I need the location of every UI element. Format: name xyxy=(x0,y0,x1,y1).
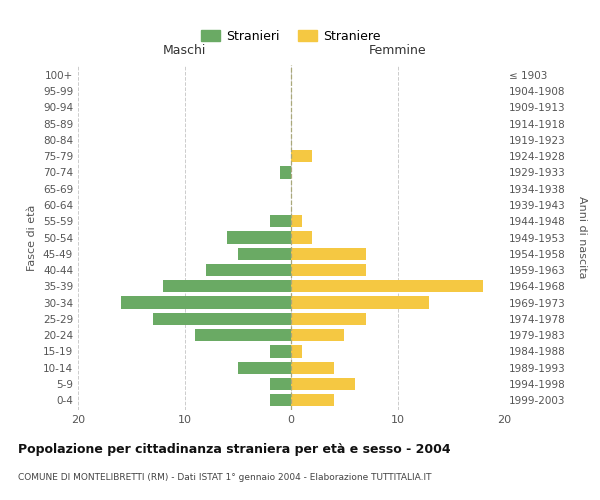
Bar xyxy=(291,150,313,162)
Bar xyxy=(291,378,355,390)
Bar xyxy=(270,378,291,390)
Bar xyxy=(163,280,291,292)
Y-axis label: Anni di nascita: Anni di nascita xyxy=(577,196,587,279)
Bar xyxy=(280,166,291,178)
Text: Popolazione per cittadinanza straniera per età e sesso - 2004: Popolazione per cittadinanza straniera p… xyxy=(18,442,451,456)
Bar xyxy=(291,232,313,243)
Text: Maschi: Maschi xyxy=(163,44,206,57)
Legend: Stranieri, Straniere: Stranieri, Straniere xyxy=(197,26,385,47)
Bar xyxy=(291,313,365,325)
Bar xyxy=(270,215,291,228)
Bar xyxy=(291,280,483,292)
Bar xyxy=(227,232,291,243)
Bar xyxy=(291,346,302,358)
Bar xyxy=(291,362,334,374)
Bar xyxy=(270,394,291,406)
Bar xyxy=(206,264,291,276)
Bar xyxy=(195,329,291,341)
Bar xyxy=(152,313,291,325)
Bar xyxy=(291,296,430,308)
Bar xyxy=(270,346,291,358)
Text: Femmine: Femmine xyxy=(368,44,427,57)
Bar xyxy=(238,248,291,260)
Y-axis label: Fasce di età: Fasce di età xyxy=(28,204,37,270)
Bar xyxy=(121,296,291,308)
Text: COMUNE DI MONTELIBRETTI (RM) - Dati ISTAT 1° gennaio 2004 - Elaborazione TUTTITA: COMUNE DI MONTELIBRETTI (RM) - Dati ISTA… xyxy=(18,472,431,482)
Bar xyxy=(291,394,334,406)
Bar xyxy=(238,362,291,374)
Bar xyxy=(291,329,344,341)
Bar xyxy=(291,215,302,228)
Bar xyxy=(291,264,365,276)
Bar xyxy=(291,248,365,260)
